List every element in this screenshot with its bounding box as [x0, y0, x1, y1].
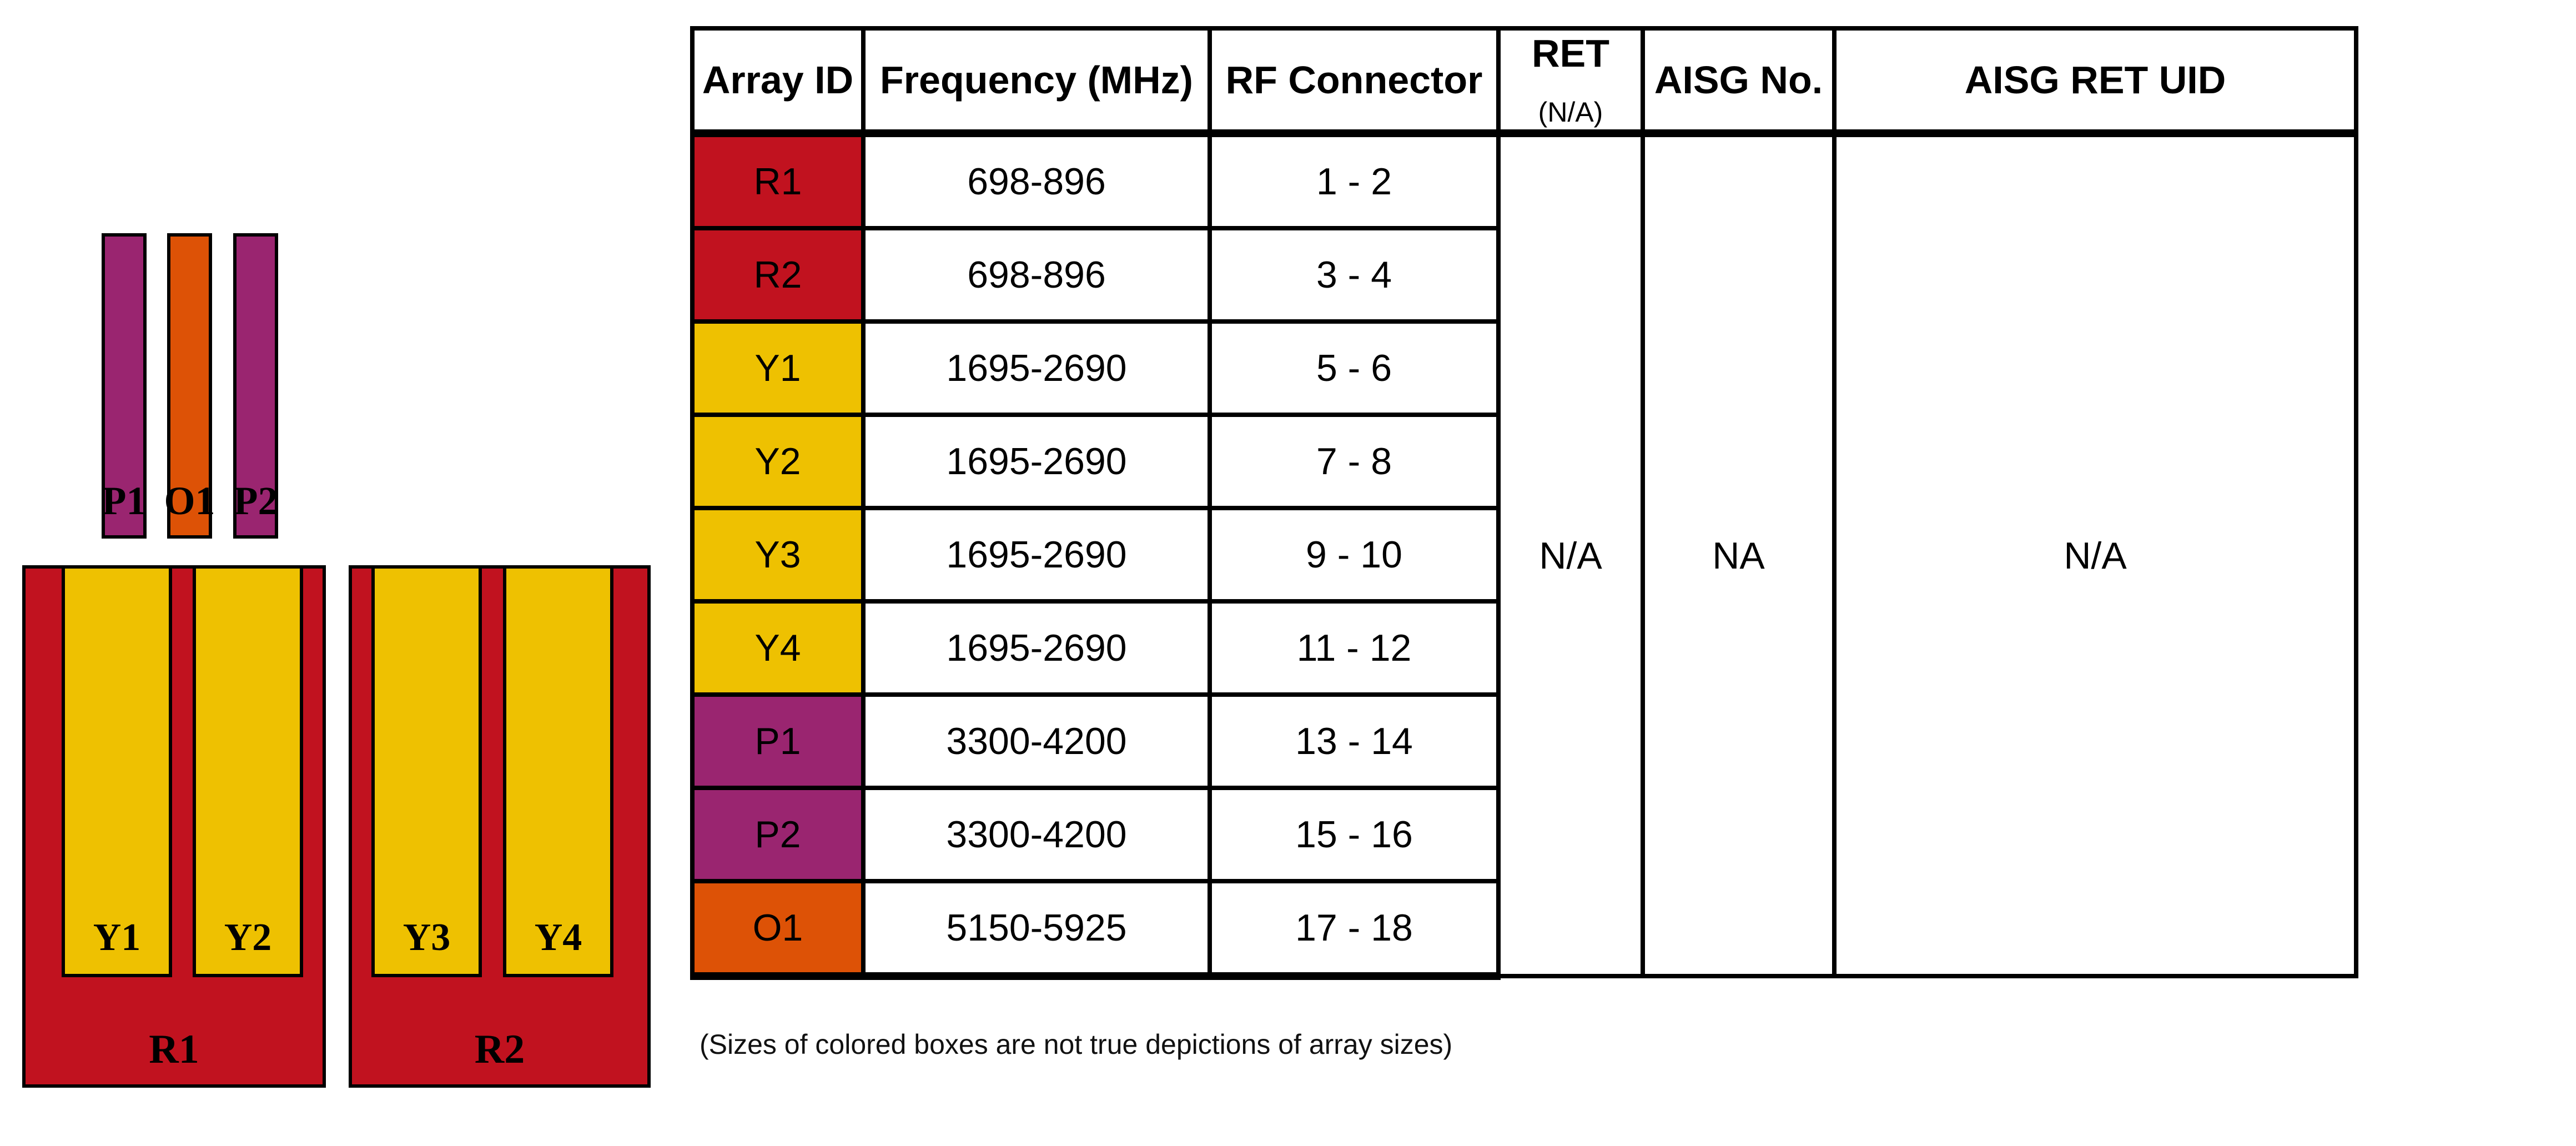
array-bar-o1: O1	[164, 233, 215, 539]
array-id-cell: R1	[690, 131, 866, 230]
col-header-ret-subtitle: (N/A)	[1538, 97, 1603, 128]
frequency-cell: 1695-2690	[861, 599, 1212, 697]
table-row: Y4 1695-2690 11 - 12	[690, 599, 2356, 697]
aisg-no-merged-cell: NA	[1641, 131, 1837, 978]
array-panel-r1: Y1 Y2 R1	[22, 565, 326, 1088]
array-id-cell: Y1	[690, 319, 866, 417]
frequency-cell: 5150-5925	[861, 879, 1212, 980]
frequency-cell: 3300-4200	[861, 786, 1212, 883]
array-id-cell: R2	[690, 226, 866, 324]
size-disclaimer-note: (Sizes of colored boxes are not true dep…	[700, 1029, 1453, 1060]
frequency-cell: 1695-2690	[861, 319, 1212, 417]
frequency-cell: 1695-2690	[861, 506, 1212, 604]
array-bar-p1: P1	[102, 233, 147, 539]
array-panel-r2: Y3 Y4 R2	[349, 565, 651, 1088]
array-bar-p2: P2	[233, 233, 278, 539]
col-header-aisg-no: AISG No.	[1641, 26, 1837, 137]
array-id-cell: P1	[690, 692, 866, 790]
col-header-ret-title: RET	[1532, 32, 1609, 75]
table-header-row: Array ID Frequency (MHz) RF Connector RE…	[690, 26, 2358, 137]
array-id-cell: P2	[690, 786, 866, 883]
rf-connector-cell: 9 - 10	[1208, 506, 1501, 604]
table-row: R2 698-896 3 - 4	[690, 226, 2356, 324]
rf-connector-cell: 11 - 12	[1208, 599, 1501, 697]
rf-connector-cell: 7 - 8	[1208, 413, 1501, 510]
sub-array-y4: Y4	[503, 565, 613, 977]
sub-array-y3: Y3	[371, 565, 482, 977]
rf-connector-cell: 1 - 2	[1208, 131, 1501, 230]
table-row: Y1 1695-2690 5 - 6	[690, 319, 2356, 417]
table-row: R1 698-896 1 - 2 N/A NA N/A	[690, 131, 2358, 978]
array-id-cell: Y2	[690, 413, 866, 510]
table-row: Y3 1695-2690 9 - 10	[690, 506, 2356, 604]
aisg-ret-uid-merged-cell: N/A	[1832, 131, 2358, 978]
table-row: P2 3300-4200 15 - 16	[690, 786, 2356, 883]
sub-array-y2-label: Y2	[224, 916, 272, 959]
sub-array-y1: Y1	[62, 565, 172, 977]
rf-connector-cell: 5 - 6	[1208, 319, 1501, 417]
table-row: P1 3300-4200 13 - 14	[690, 692, 2356, 790]
col-header-frequency: Frequency (MHz)	[861, 26, 1212, 137]
frequency-cell: 1695-2690	[861, 413, 1212, 510]
frequency-cell: 698-896	[861, 131, 1212, 230]
array-id-cell: O1	[690, 879, 866, 980]
array-panel-r1-label: R1	[149, 1027, 199, 1072]
col-header-rf-connector: RF Connector	[1208, 26, 1501, 137]
sub-array-y2: Y2	[193, 565, 303, 977]
array-spec-table: Array ID Frequency (MHz) RF Connector RE…	[690, 26, 2358, 980]
rf-connector-cell: 13 - 14	[1208, 692, 1501, 790]
col-header-array-id: Array ID	[690, 26, 866, 137]
array-panel-r2-label: R2	[474, 1027, 525, 1072]
col-header-ret: RET (N/A)	[1496, 26, 1645, 137]
sub-array-y3-label: Y3	[402, 916, 451, 959]
frequency-cell: 3300-4200	[861, 692, 1212, 790]
table-row: O1 5150-5925 17 - 18	[690, 879, 2356, 980]
sub-array-y1-label: Y1	[93, 916, 141, 959]
table-row: Y2 1695-2690 7 - 8	[690, 413, 2356, 510]
col-header-aisg-ret-uid: AISG RET UID	[1832, 26, 2358, 137]
rf-connector-cell: 3 - 4	[1208, 226, 1501, 324]
array-bar-o1-label: O1	[164, 479, 215, 523]
array-id-cell: Y3	[690, 506, 866, 604]
array-bar-p2-label: P2	[233, 479, 278, 523]
array-bar-p1-label: P1	[102, 479, 147, 523]
rf-connector-cell: 17 - 18	[1208, 879, 1501, 980]
ret-merged-cell: N/A	[1496, 131, 1645, 978]
sub-array-y4-label: Y4	[534, 916, 582, 959]
frequency-cell: 698-896	[861, 226, 1212, 324]
rf-connector-cell: 15 - 16	[1208, 786, 1501, 883]
array-id-cell: Y4	[690, 599, 866, 697]
